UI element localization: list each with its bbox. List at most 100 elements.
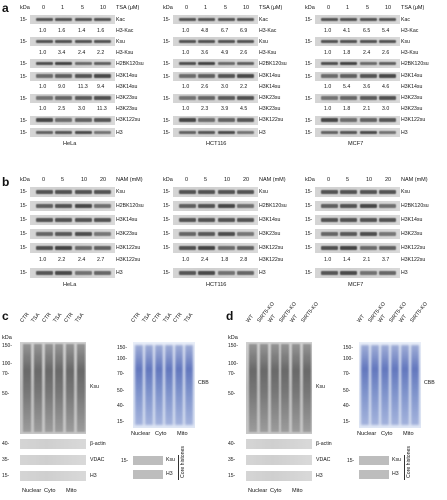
- protein-band: [198, 204, 215, 208]
- blot-row-label: H3K14su: [116, 216, 138, 223]
- lane-label: TSA: [30, 312, 42, 324]
- quantification-value: 4.6: [382, 84, 390, 90]
- size-marker: 15-: [305, 231, 313, 237]
- concentration-label: 5: [366, 5, 370, 11]
- quantification-value: 1.8: [343, 49, 351, 56]
- core-h3-blot: [359, 470, 389, 479]
- lane-label: SIRT5-KO: [300, 301, 320, 324]
- size-marker: 150-: [343, 345, 354, 351]
- protein-band: [237, 246, 254, 250]
- concentration-label: 5: [204, 177, 208, 183]
- size-marker: 15-: [20, 270, 28, 276]
- protein-band: [321, 190, 338, 194]
- quantification-value: 5.4: [382, 27, 390, 34]
- size-marker: 15-: [163, 245, 171, 251]
- protein-band: [55, 204, 72, 208]
- protein-band: [198, 232, 215, 236]
- size-marker: 15-: [20, 217, 28, 223]
- protein-band: [55, 118, 72, 122]
- quantification-value: 1.4: [78, 27, 86, 34]
- quantification-value: 1.0: [182, 84, 190, 90]
- blot-strip: [30, 215, 115, 225]
- protein-band: [55, 271, 72, 275]
- protein-band: [94, 17, 111, 22]
- fraction-label: Nuclear: [357, 431, 377, 437]
- blot-strip: [315, 71, 400, 81]
- blot-strip: [315, 128, 400, 137]
- quantification-value: 2.8: [240, 257, 248, 263]
- blot-row-label: Ksu: [401, 38, 410, 45]
- protein-band: [218, 74, 235, 78]
- blot-row-label: H3K23su: [116, 106, 138, 112]
- blot-lane: [44, 344, 53, 432]
- protein-band: [218, 17, 235, 22]
- protein-band: [198, 271, 215, 275]
- lane-label: WT: [245, 313, 256, 324]
- protein-band: [55, 96, 72, 100]
- concentration-label: 5: [61, 177, 65, 183]
- blot-row-label: Ksu: [90, 384, 99, 390]
- blot-row-label: Ksu: [259, 38, 268, 45]
- protein-band: [75, 130, 92, 135]
- protein-band: [36, 74, 53, 78]
- cbb-gel: [359, 342, 421, 428]
- size-marker: 15-: [20, 231, 28, 237]
- protein-band: [237, 232, 254, 236]
- core-histones-label: Core histones: [180, 445, 186, 478]
- lane-label: TSA: [140, 312, 152, 324]
- protein-band: [198, 17, 215, 22]
- protein-band: [198, 96, 215, 100]
- protein-band: [198, 118, 215, 122]
- blot-strip: [30, 268, 115, 278]
- beta-actin-blot: [246, 439, 312, 449]
- quantification-value: 1.0: [39, 84, 47, 90]
- size-marker: 150-: [117, 345, 128, 351]
- concentration-label: 10: [81, 177, 88, 183]
- blot-row-label: Kac: [259, 16, 268, 23]
- size-marker: 40-: [228, 441, 236, 447]
- size-marker: 15-: [305, 73, 313, 80]
- gel-lane: [145, 345, 153, 425]
- size-marker: 15-: [305, 270, 313, 276]
- protein-band: [36, 118, 53, 122]
- size-marker: 15-: [305, 130, 313, 136]
- gel-label: CBB: [424, 380, 435, 386]
- size-marker: 15-: [163, 130, 171, 136]
- protein-band: [94, 218, 111, 222]
- size-marker: 15-: [163, 231, 171, 237]
- protein-band: [218, 96, 235, 100]
- protein-band: [218, 61, 235, 66]
- protein-band: [218, 130, 235, 135]
- protein-band: [198, 61, 215, 66]
- size-marker: 15-: [343, 419, 351, 425]
- blot-lane: [303, 344, 311, 432]
- blot-row-label: H2BK120su: [401, 202, 429, 209]
- size-marker: 35-: [2, 457, 10, 463]
- protein-band: [360, 96, 377, 100]
- core-h3-blot: [133, 470, 163, 479]
- blot-strip: [173, 59, 258, 68]
- gel-lane: [361, 345, 369, 425]
- size-marker: 15-: [163, 217, 171, 223]
- protein-band: [237, 271, 254, 275]
- protein-band: [321, 61, 338, 66]
- protein-band: [36, 130, 53, 135]
- blot-row-label: H3-Ksu: [401, 49, 419, 56]
- blot-lane: [249, 344, 257, 432]
- size-marker: 50-: [228, 391, 236, 397]
- protein-band: [237, 17, 254, 22]
- protein-band: [179, 74, 196, 78]
- concentration-label: 10: [100, 5, 107, 11]
- protein-band: [94, 118, 111, 122]
- blot-row-label: VDAC: [316, 457, 331, 463]
- protein-band: [218, 118, 235, 122]
- blot-row-label: H3K14su: [259, 84, 281, 90]
- blot-row-label: H3-Ksu: [116, 49, 134, 56]
- vdac-blot: [246, 455, 312, 465]
- protein-band: [321, 232, 338, 236]
- blot-row-label: H3K23su: [259, 95, 281, 101]
- bracket: [402, 455, 405, 480]
- blot-row-label: H3K122su: [116, 117, 141, 123]
- protein-band: [55, 246, 72, 250]
- fraction-label: Nuclear: [131, 431, 151, 437]
